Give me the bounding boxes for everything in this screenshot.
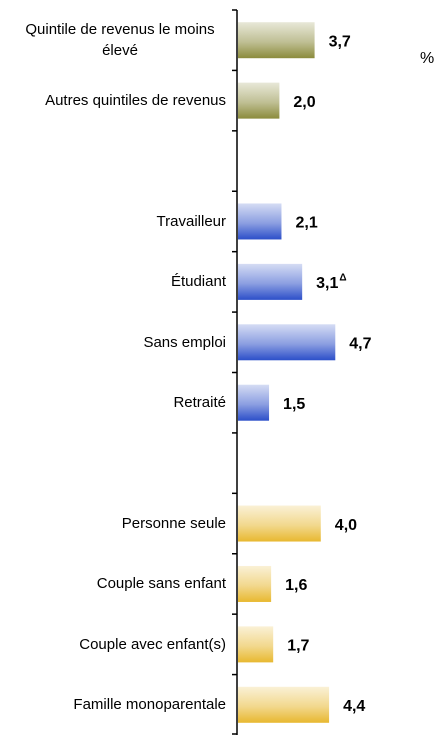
category-row: Sans emploi — [0, 317, 226, 367]
value-label: 4,7 — [349, 336, 371, 353]
category-label: Retraité — [173, 394, 226, 412]
category-row: Retraité — [0, 378, 226, 428]
category-label: Couple sans enfant — [96, 575, 226, 593]
category-label: Quintile de revenus le moins élevé — [25, 21, 215, 60]
category-row: Personne seule — [0, 499, 226, 549]
bar — [238, 263, 303, 300]
value-note: Δ — [339, 273, 346, 284]
value-label: 1,6 — [285, 577, 307, 594]
bar — [238, 324, 336, 361]
category-label: Sans emploi — [143, 333, 226, 351]
value-label: 1,5 — [283, 396, 305, 413]
value-label: 4,0 — [335, 517, 357, 534]
category-row: Famille monoparentale — [0, 680, 226, 730]
category-row: Travailleur — [0, 196, 226, 246]
bar — [238, 22, 315, 59]
bar — [238, 565, 272, 602]
unit-label: % — [420, 50, 435, 67]
value-label: 3,1 — [316, 275, 338, 292]
category-row: Couple avec enfant(s) — [0, 619, 226, 669]
category-label: Étudiant — [170, 273, 226, 291]
category-row: Couple sans enfant — [0, 559, 226, 609]
category-label: Personne seule — [121, 515, 226, 533]
category-row: Autres quintiles de revenus — [0, 76, 226, 126]
value-label: 4,4 — [343, 698, 365, 715]
bar — [238, 384, 270, 421]
bar — [238, 686, 330, 723]
category-label: Autres quintiles de revenus — [45, 92, 226, 110]
value-label: 2,0 — [293, 94, 315, 111]
value-label: 2,1 — [295, 215, 317, 232]
bar — [238, 626, 274, 663]
bar — [238, 505, 321, 542]
category-row: Étudiant — [0, 257, 226, 307]
value-label: 3,7 — [329, 33, 351, 50]
bar — [238, 203, 282, 240]
category-label: Famille monoparentale — [73, 696, 226, 714]
value-label: 1,7 — [287, 638, 309, 655]
category-row: Quintile de revenus le moins élevé — [0, 15, 226, 65]
category-label: Travailleur — [156, 212, 226, 230]
bar — [238, 82, 280, 119]
category-label: Couple avec enfant(s) — [79, 635, 226, 653]
